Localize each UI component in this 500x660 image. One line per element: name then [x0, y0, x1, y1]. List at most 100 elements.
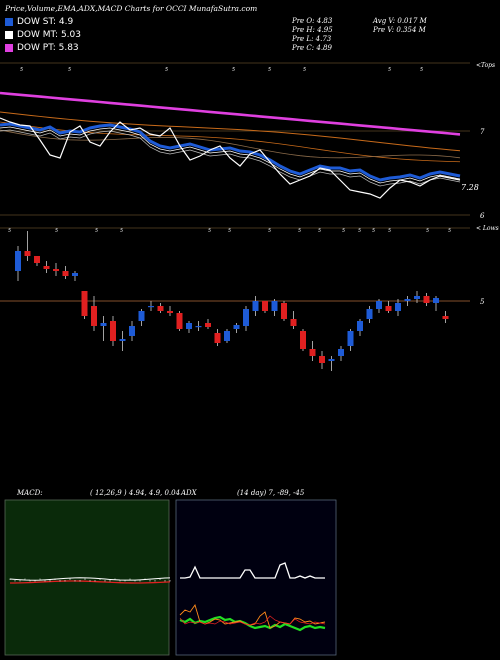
adx-red-line	[179, 615, 326, 626]
candle-body-41	[404, 299, 411, 301]
tick-mark-candle-6: 5	[268, 228, 271, 234]
tick-mark-candle-4: 5	[208, 228, 211, 234]
legend-swatch-pt	[5, 44, 13, 52]
candle-body-5	[62, 271, 69, 276]
tick-mark-top-0: 5	[20, 67, 23, 73]
info-avg-volume: Avg V: 0.017 M	[373, 17, 427, 25]
candle-body-43	[423, 296, 430, 303]
ema-grey-line	[0, 129, 461, 187]
tick-mark-candle-0: 5	[8, 228, 11, 234]
adx-plus-di-line	[179, 615, 326, 632]
candle-body-16	[167, 311, 173, 313]
tick-mark-candle-14: 5	[448, 228, 451, 234]
candle-body-45	[442, 316, 449, 319]
candle-body-7	[81, 291, 88, 316]
legend-label-mt: DOW MT: 5.03	[17, 30, 81, 40]
candle-body-31	[309, 349, 316, 356]
tick-mark-candle-13: 5	[426, 228, 429, 234]
lows-label: < Lows	[476, 225, 499, 232]
candle-body-23	[233, 325, 240, 329]
candle-body-18	[186, 323, 192, 329]
tick-mark-candle-9: 5	[342, 228, 345, 234]
tick-mark-top-2: 5	[165, 67, 168, 73]
tick-mark-candle-7: 5	[298, 228, 301, 234]
info-open: Pre O: 4.83	[292, 17, 333, 25]
candle-body-10	[110, 321, 116, 341]
tick-mark-top-5: 5	[303, 67, 306, 73]
candle-body-38	[376, 301, 382, 309]
macd-params: ( 12,26,9 ) 4.94, 4.9, 0.04	[90, 489, 181, 497]
candle-body-44	[433, 298, 439, 303]
candle-body-39	[385, 306, 392, 311]
tick-mark-candle-8: 5	[318, 228, 321, 234]
candle-body-19	[195, 326, 202, 328]
candle-body-17	[176, 313, 183, 329]
ema-orange-line	[0, 111, 461, 152]
candle-body-32	[319, 356, 325, 363]
price-axis-6: 6	[480, 212, 485, 220]
candle-body-27	[271, 301, 278, 311]
adx-params: (14 day) 7, -89, -45	[237, 489, 305, 497]
candle-body-36	[357, 321, 363, 331]
price-close-line	[0, 117, 461, 199]
tick-mark-candle-1: 5	[55, 228, 58, 234]
price-axis-7: 7	[480, 128, 485, 136]
info-close: Pre C: 4.89	[292, 44, 332, 52]
candle-body-14	[148, 306, 154, 308]
ema-brown-line	[0, 129, 461, 159]
tick-mark-candle-3: 5	[120, 228, 123, 234]
candle-body-1	[24, 251, 31, 256]
ema-mt-line	[0, 126, 461, 184]
candle-body-4	[53, 269, 59, 271]
tick-mark-candle-11: 5	[372, 228, 375, 234]
chart-title: Price,Volume,EMA,ADX,MACD Charts for OCC…	[5, 4, 258, 13]
adx-title: ADX	[181, 489, 197, 497]
candle-body-15	[157, 306, 164, 311]
tick-mark-candle-10: 5	[358, 228, 361, 234]
candle-body-29	[290, 319, 297, 326]
legend-label-st: DOW ST: 4.9	[17, 17, 74, 27]
tick-mark-candle-5: 5	[228, 228, 231, 234]
info-high: Pre H: 4.95	[292, 26, 333, 34]
candle-body-28	[281, 303, 287, 319]
candle-body-11	[119, 339, 126, 341]
legend-dow-pt: DOW PT: 5.83	[5, 43, 79, 53]
candle-body-35	[347, 331, 354, 346]
candle-axis-5: 5	[480, 298, 485, 306]
tick-mark-top-4: 5	[268, 67, 271, 73]
tick-mark-top-3: 5	[232, 67, 235, 73]
candle-body-9	[100, 323, 107, 326]
tops-label: <Tops	[476, 62, 496, 69]
info-low: Pre L: 4.73	[292, 35, 332, 43]
legend-label-pt: DOW PT: 5.83	[17, 43, 79, 53]
candle-body-13	[138, 311, 145, 321]
tick-mark-candle-2: 5	[95, 228, 98, 234]
candle-body-37	[366, 309, 373, 319]
candle-body-0	[15, 251, 21, 271]
info-prev-volume: Pre V: 0.354 M	[373, 26, 426, 34]
candle-body-33	[328, 359, 335, 361]
current-price-label: 7.28	[461, 183, 479, 192]
ema-st-line	[0, 122, 461, 182]
tick-mark-candle-12: 5	[388, 228, 391, 234]
macd-title: MACD:	[17, 489, 43, 497]
tick-mark-top-6: 5	[388, 67, 391, 73]
candle-body-22	[224, 331, 230, 341]
macd-line	[9, 577, 171, 581]
tick-mark-top-1: 5	[68, 67, 71, 73]
tick-mark-top-7: 5	[420, 67, 423, 73]
legend-swatch-mt	[5, 31, 13, 39]
candle-body-3	[43, 266, 50, 269]
candle-body-24	[243, 309, 249, 326]
ema-pt-line	[0, 91, 461, 136]
candle-body-26	[262, 301, 268, 311]
candle-body-30	[300, 331, 306, 349]
candle-body-34	[338, 349, 344, 356]
candle-body-42	[414, 296, 420, 299]
candle-body-25	[252, 301, 259, 311]
candle-body-8	[91, 306, 97, 326]
candle-body-6	[72, 273, 78, 276]
candle-body-20	[205, 323, 211, 327]
